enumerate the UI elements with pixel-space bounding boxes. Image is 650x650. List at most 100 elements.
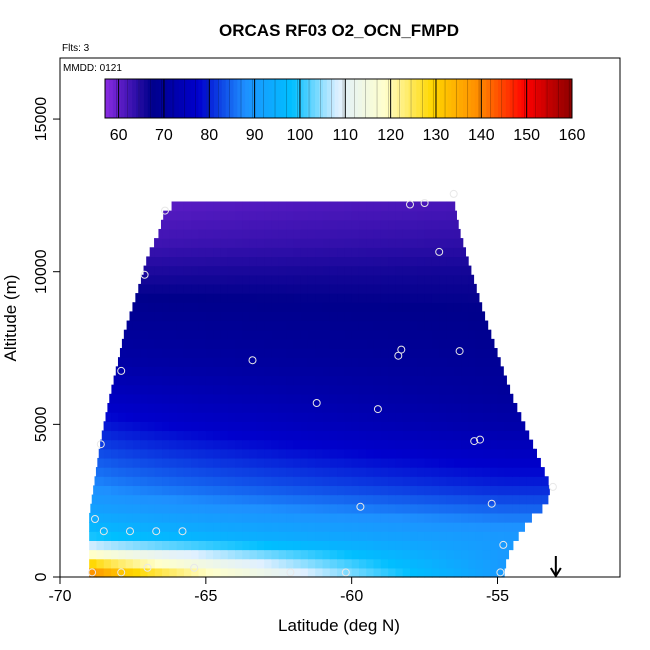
field-cell [395,228,404,239]
field-cell [519,430,528,441]
field-cell [315,393,324,404]
field-cell [461,256,469,267]
field-cell [271,302,280,312]
colorbar-segment [194,79,199,118]
field-cell [519,485,528,496]
observation-point [476,435,484,444]
field-cell [512,531,519,541]
colorbar-segment [326,79,332,118]
field-cell [446,467,455,477]
field-cell [227,503,236,514]
field-cell [242,366,251,377]
field-cell [315,219,324,230]
field-cell [111,503,119,514]
field-cell [468,540,477,551]
field-cell [366,540,375,551]
field-cell [132,421,141,432]
field-cell [504,540,513,551]
field-cell [329,329,338,340]
field-cell [337,366,345,377]
field-cell [373,540,382,551]
field-cell [235,503,243,514]
field-cell [118,384,127,395]
field-cell [176,201,185,212]
field-cell [417,384,426,395]
field-cell [424,366,433,377]
field-cell [526,503,535,514]
field-cell [344,329,353,340]
colorbar-segment [439,79,445,118]
field-cell [410,302,418,312]
field-cell [446,503,455,514]
field-cell [446,302,455,312]
field-cell [315,320,324,331]
field-cell [205,457,214,468]
colorbar-segment [307,79,312,118]
field-cell [497,558,506,569]
field-cell [235,402,243,413]
field-cell [264,348,273,358]
field-cell [103,485,112,496]
field-cell [439,348,448,358]
field-cell [358,302,367,312]
field-cell [169,302,178,312]
field-cell [227,540,236,551]
field-cell [176,494,185,505]
field-cell [329,412,338,422]
field-cell [446,238,455,248]
field-cell [256,348,265,358]
field-cell [154,457,163,468]
field-cell [410,219,418,230]
field-cell [147,558,156,569]
field-cell [191,476,200,487]
field-cell [337,457,345,468]
field-cell [286,412,294,422]
field-cell [497,357,501,367]
field-cell [490,384,499,395]
field-cell [256,522,265,532]
field-cell [191,567,200,578]
field-cell [307,293,316,303]
field-cell [183,247,192,258]
field-cell [344,512,353,523]
colorbar-tick-label: 160 [559,127,586,144]
field-cell [140,375,149,386]
field-cell [183,412,192,422]
field-cell [256,274,265,285]
field-cell [220,402,229,413]
field-cell [242,430,251,441]
field-cell [286,238,294,248]
field-cell [482,366,491,377]
field-cell [490,485,499,496]
field-cell [227,467,236,477]
field-cell [475,320,484,331]
colorbar-segment [105,79,110,118]
colorbar-segment [357,79,363,118]
colorbar-segment [443,79,448,118]
field-cell [446,558,455,569]
field-cell [169,228,178,239]
field-cell [439,384,448,395]
field-cell [366,320,375,331]
field-cell [402,522,411,532]
field-cell [395,430,404,441]
colorbar-segment [486,79,491,118]
field-cell [191,338,200,349]
field-cell [322,567,331,578]
field-cell [191,201,200,212]
field-cell [315,448,324,459]
field-cell [286,522,294,532]
field-cell [121,338,127,349]
field-cell [497,540,506,551]
field-cell [322,210,331,221]
field-cell [96,558,105,569]
field-cell [431,219,440,230]
field-cell [475,439,484,450]
field-cell [191,558,200,569]
field-cell [213,201,222,212]
field-cell [220,366,229,377]
field-cell [329,357,338,367]
field-cell [293,357,302,367]
field-cell [497,366,504,377]
